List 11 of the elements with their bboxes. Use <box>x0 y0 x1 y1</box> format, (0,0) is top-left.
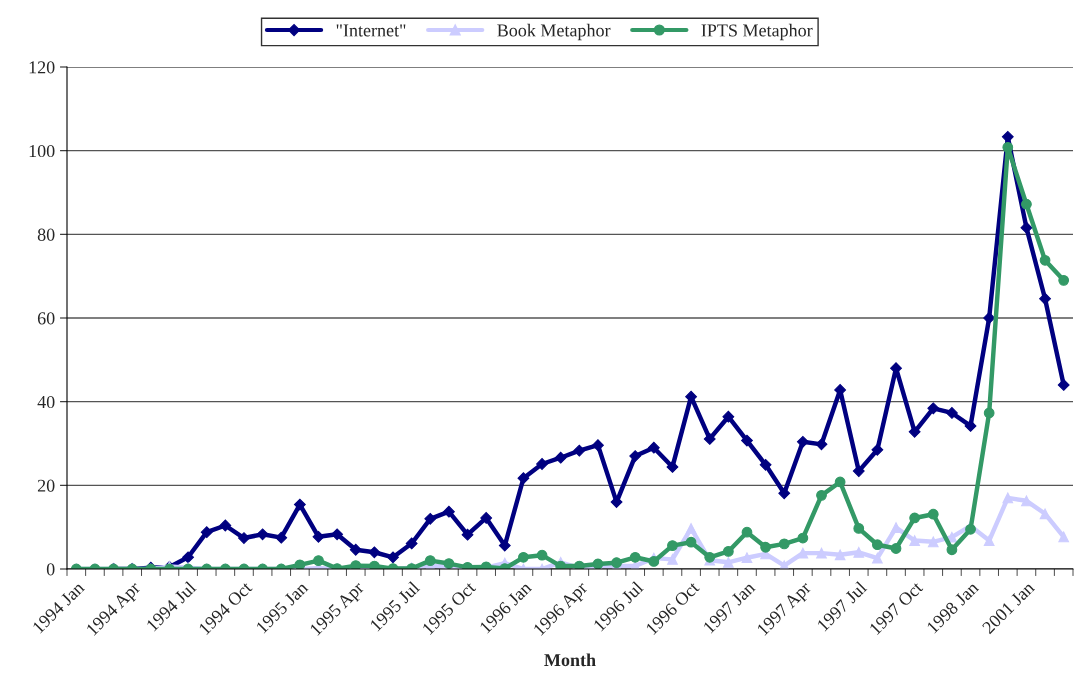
y-tick-label: 80 <box>37 228 55 241</box>
y-tick-label: 100 <box>29 144 55 158</box>
legend-label: IPTS Metaphor <box>701 23 813 41</box>
y-tick-label: 60 <box>37 312 55 325</box>
y-tick-label: 120 <box>29 61 55 74</box>
y-tick-label: 40 <box>37 395 55 409</box>
legend-label: Book Metaphor <box>497 23 611 41</box>
x-axis-title: Month <box>544 653 596 667</box>
y-tick-label: 20 <box>37 479 55 492</box>
legend-label: "Internet" <box>336 24 406 37</box>
y-tick-label: 0 <box>46 563 55 576</box>
